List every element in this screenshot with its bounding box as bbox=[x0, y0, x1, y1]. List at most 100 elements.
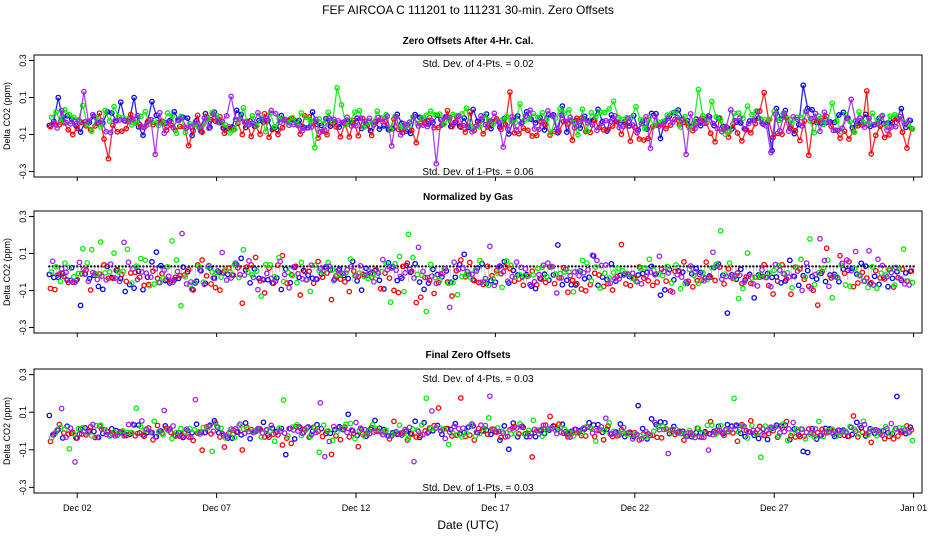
data-point bbox=[538, 426, 544, 433]
data-point bbox=[366, 115, 373, 122]
data-point bbox=[161, 267, 168, 274]
data-point bbox=[118, 128, 125, 135]
series-line-segment bbox=[586, 112, 592, 131]
reference-point bbox=[93, 265, 96, 268]
series-line-segment bbox=[190, 121, 196, 127]
plot-frame bbox=[33, 210, 923, 334]
data-point bbox=[798, 256, 804, 263]
series-line-segment bbox=[819, 112, 826, 132]
reference-point bbox=[584, 265, 588, 268]
reference-point bbox=[191, 265, 194, 268]
data-point bbox=[400, 263, 406, 270]
data-point bbox=[209, 448, 216, 455]
data-point bbox=[596, 272, 602, 278]
series-line-segment bbox=[173, 111, 180, 121]
data-point bbox=[174, 268, 181, 275]
data-point bbox=[721, 280, 727, 287]
data-point bbox=[253, 268, 260, 274]
data-point bbox=[433, 280, 440, 287]
data-point bbox=[826, 119, 832, 126]
data-point bbox=[125, 118, 132, 125]
data-point bbox=[287, 279, 294, 286]
data-point bbox=[469, 271, 475, 278]
data-point bbox=[307, 288, 314, 295]
data-point bbox=[103, 277, 110, 283]
data-point bbox=[475, 279, 482, 286]
data-point bbox=[753, 274, 760, 281]
series-line-segment bbox=[868, 118, 875, 126]
series-line-segment bbox=[277, 127, 283, 135]
data-point bbox=[620, 123, 627, 130]
data-point bbox=[703, 259, 710, 265]
data-point bbox=[421, 286, 427, 293]
data-point bbox=[557, 270, 563, 277]
data-point bbox=[837, 252, 843, 259]
data-point bbox=[219, 118, 226, 125]
data-point bbox=[77, 302, 84, 309]
data-point bbox=[663, 278, 669, 284]
data-point bbox=[107, 261, 114, 267]
data-point bbox=[786, 257, 793, 264]
data-point bbox=[401, 288, 407, 295]
reference-point bbox=[173, 265, 176, 268]
data-point bbox=[417, 294, 424, 301]
data-point bbox=[618, 131, 625, 138]
data-point bbox=[395, 289, 402, 296]
data-point bbox=[710, 249, 716, 256]
data-point bbox=[439, 431, 445, 438]
data-point bbox=[754, 108, 761, 115]
data-point bbox=[500, 269, 507, 275]
data-point bbox=[290, 264, 297, 270]
data-point bbox=[664, 263, 671, 270]
reference-point bbox=[651, 265, 654, 268]
data-point bbox=[394, 277, 401, 284]
data-point bbox=[772, 261, 779, 268]
data-point bbox=[137, 255, 144, 262]
data-point bbox=[623, 281, 629, 287]
data-point bbox=[435, 124, 442, 131]
series-line-segment bbox=[257, 112, 263, 120]
data-point bbox=[173, 257, 180, 263]
data-point bbox=[281, 116, 288, 123]
series-line-segment bbox=[504, 92, 511, 125]
data-point bbox=[325, 109, 331, 116]
data-point bbox=[255, 286, 261, 293]
data-point bbox=[281, 271, 288, 278]
data-point bbox=[879, 262, 886, 269]
data-point bbox=[759, 120, 765, 126]
data-point bbox=[386, 275, 393, 281]
series-line-segment bbox=[594, 120, 600, 128]
data-point bbox=[346, 434, 353, 440]
data-point bbox=[710, 120, 716, 127]
data-point bbox=[452, 274, 459, 281]
data-point bbox=[227, 268, 233, 275]
data-point bbox=[289, 272, 296, 279]
data-point bbox=[337, 133, 344, 140]
series-line-segment bbox=[596, 122, 602, 131]
series-line-segment bbox=[640, 116, 647, 125]
data-point bbox=[201, 115, 208, 121]
data-point bbox=[847, 283, 853, 290]
data-point bbox=[712, 277, 718, 284]
data-point bbox=[392, 260, 398, 267]
series-line-segment bbox=[783, 113, 790, 132]
data-point bbox=[821, 257, 828, 264]
data-point bbox=[571, 125, 578, 131]
data-point bbox=[906, 282, 913, 288]
data-point bbox=[482, 275, 489, 282]
data-point bbox=[585, 119, 591, 126]
data-point bbox=[85, 118, 92, 125]
data-point bbox=[731, 395, 737, 402]
data-point bbox=[609, 123, 616, 129]
series-line-segment bbox=[87, 114, 94, 122]
series-line-segment bbox=[430, 110, 436, 116]
data-point bbox=[76, 259, 83, 266]
panel-zero-offsets-after-cal: Zero Offsets After 4-Hr. Cal. -0.3 -0.1 0.… bbox=[2, 36, 923, 179]
data-point bbox=[576, 118, 582, 125]
x-tick-label: Dec 27 bbox=[760, 503, 789, 513]
series-line-segment bbox=[850, 99, 857, 122]
reference-point bbox=[89, 265, 93, 268]
data-point bbox=[217, 287, 223, 293]
series-line-segment bbox=[467, 125, 473, 133]
data-point bbox=[792, 127, 799, 134]
